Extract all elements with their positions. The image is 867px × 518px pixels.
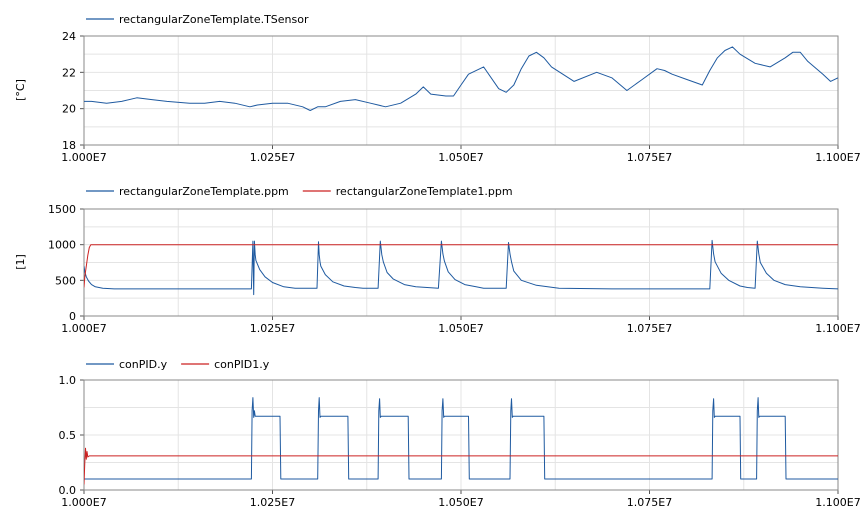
chart-panel-1: 1.000E7 1.025E7 1.050E7 1.075E7 1.100E7 24 22 2… [14, 13, 861, 164]
x-tick-label: 1.075E7 [627, 322, 672, 335]
series-line-2 [84, 244, 838, 288]
y-tick-label: 22 [62, 66, 76, 79]
y-tick-label: 20 [62, 103, 76, 116]
y-tick-label: 1500 [48, 203, 76, 216]
x-tick-label: 1.025E7 [250, 496, 295, 509]
y-tick-label: 1.0 [59, 374, 77, 387]
legend-label: conPID1.y [214, 358, 270, 371]
x-tick-label: 1.000E7 [61, 322, 106, 335]
x-tick-label: 1.075E7 [627, 496, 672, 509]
x-tick-label: 1.050E7 [438, 151, 483, 164]
x-tick-label: 1.100E7 [815, 496, 860, 509]
x-tick-label: 1.025E7 [250, 151, 295, 164]
series-line-2 [84, 447, 838, 485]
plot-frame [83, 379, 839, 491]
y-tick-label: 0.5 [59, 429, 77, 442]
x-tick-label: 1.050E7 [438, 322, 483, 335]
legend-label: rectangularZoneTemplate.TSensor [119, 13, 309, 26]
x-tick-label: 1.025E7 [250, 322, 295, 335]
legend-label: rectangularZoneTemplate.ppm [119, 185, 289, 198]
x-tick-label: 1.100E7 [815, 322, 860, 335]
legend-label: rectangularZoneTemplate1.ppm [336, 185, 513, 198]
plot-frame [83, 208, 839, 317]
series-line-1 [84, 46, 838, 111]
chart-panel-2: 1.000E7 1.025E7 1.050E7 1.075E7 1.100E7 1500 1… [14, 185, 861, 335]
series-line-1 [84, 239, 838, 296]
x-tick-label: 1.050E7 [438, 496, 483, 509]
x-tick-label: 1.000E7 [61, 496, 106, 509]
y-tick-label: 0 [69, 310, 76, 323]
x-tick-label: 1.100E7 [815, 151, 860, 164]
plot-frame [83, 35, 839, 146]
x-tick-label: 1.075E7 [627, 151, 672, 164]
legend-label: conPID.y [119, 358, 168, 371]
y-axis-label: [1] [14, 254, 27, 270]
y-tick-label: 0.0 [59, 484, 77, 497]
x-tick-label: 1.000E7 [61, 151, 106, 164]
y-tick-label: 18 [62, 139, 76, 152]
y-tick-label: 1000 [48, 239, 76, 252]
y-tick-label: 500 [55, 274, 76, 287]
y-axis-label: [°C] [14, 79, 27, 101]
y-tick-label: 24 [62, 30, 76, 43]
series-line-1 [84, 397, 838, 480]
chart-panel-3: 1.000E7 1.025E7 1.050E7 1.075E7 1.100E7 1.0 0.… [59, 358, 861, 509]
